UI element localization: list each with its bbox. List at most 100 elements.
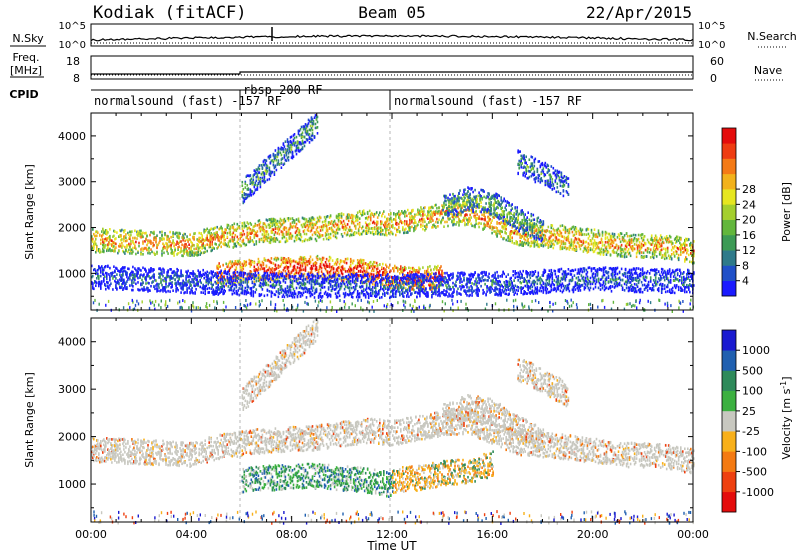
echo-cell [297, 146, 300, 150]
echo-cell [508, 237, 510, 241]
echo-cell [460, 196, 462, 200]
echo-cell [258, 164, 261, 167]
echo-cell [346, 213, 349, 217]
echo-cell [203, 246, 205, 249]
echo-cell [359, 269, 362, 272]
echo-cell [321, 225, 324, 229]
echo-cell [386, 220, 388, 223]
echo-cell [514, 218, 516, 221]
echo-cell [642, 244, 645, 247]
echo-cell [488, 201, 490, 205]
echo-cell [315, 256, 318, 259]
echo-cell [470, 222, 472, 226]
freq-tick-high: 18 [66, 55, 80, 68]
echo-cell [335, 215, 338, 218]
echo-cell [476, 213, 478, 216]
echo-cell [439, 212, 441, 215]
echo-cell [503, 219, 505, 223]
echo-cell [488, 205, 490, 209]
echo-cell [589, 248, 592, 252]
nsearch-tick-low: 10^0 [698, 40, 725, 51]
echo-cell [313, 218, 316, 221]
echo-cell [286, 156, 289, 160]
echo-cell [315, 262, 318, 265]
echo-cell [350, 213, 353, 217]
echo-cell [363, 262, 366, 265]
echo-cell [395, 219, 397, 222]
echo-cell [263, 176, 266, 179]
echo-cell [337, 226, 340, 230]
echo-cell [382, 273, 384, 277]
echo-cell [447, 217, 449, 220]
echo-cell [693, 240, 695, 243]
echo-cell [502, 210, 504, 213]
echo-cell [304, 267, 307, 270]
echo-cell [280, 166, 283, 169]
echo-cell [177, 246, 179, 249]
echo-cell [607, 250, 610, 254]
echo-cell [362, 259, 365, 262]
echo-cell [525, 167, 527, 171]
echo-cell [422, 220, 424, 224]
echo-cell [316, 120, 319, 124]
echo-cell [530, 174, 533, 178]
echo-cell [549, 178, 552, 181]
echo-cell [182, 238, 184, 242]
echo-cell [245, 236, 248, 239]
echo-cell [216, 231, 218, 234]
echo-cell [126, 246, 128, 249]
echo-cell [264, 259, 267, 262]
echo-cell [471, 224, 473, 228]
echo-cell [288, 260, 291, 264]
echo-cell [415, 221, 417, 225]
echo-cell [234, 244, 237, 248]
echo-cell [548, 185, 551, 188]
echo-cell [169, 240, 171, 243]
echo-cell [568, 241, 571, 244]
echo-cell [574, 249, 577, 252]
echo-cell [495, 232, 497, 235]
echo-cell [653, 251, 656, 255]
echo-cell [319, 263, 322, 266]
echo-cell [508, 212, 510, 216]
echo-cell [233, 275, 236, 278]
echo-cell [311, 233, 314, 237]
echo-cell [268, 154, 271, 158]
echo-cell [686, 248, 688, 251]
echo-cell [432, 225, 434, 229]
echo-cell [668, 240, 671, 243]
echo-cell [655, 244, 658, 247]
echo-cell [604, 233, 607, 236]
echo-cell [299, 238, 302, 242]
echo-cell [659, 251, 662, 254]
echo-cell [485, 211, 487, 214]
echo-cell [638, 244, 641, 248]
echo-cell [315, 228, 318, 231]
echo-cell [387, 225, 389, 228]
echo-cell [226, 223, 229, 227]
echo-cell [658, 251, 661, 254]
echo-cell [511, 226, 513, 229]
echo-cell [366, 279, 369, 283]
echo-cell [286, 265, 289, 269]
echo-cell [580, 229, 583, 233]
echo-cell [542, 222, 545, 226]
echo-cell [352, 214, 355, 218]
echo-cell [169, 230, 171, 234]
echo-cell [432, 276, 434, 279]
echo-cell [279, 265, 282, 268]
echo-cell [424, 277, 426, 280]
echo-cell [285, 258, 288, 261]
echo-cell [305, 126, 308, 129]
echo-cell [540, 225, 543, 228]
echo-cell [254, 231, 257, 234]
echo-cell [373, 212, 376, 216]
echo-cell [505, 220, 507, 223]
echo-cell [301, 135, 304, 139]
echo-cell [388, 266, 390, 269]
echo-cell [519, 243, 521, 246]
echo-cell [303, 125, 306, 129]
echo-cell [258, 240, 261, 244]
echo-cell [570, 242, 573, 245]
echo-cell [255, 268, 258, 271]
